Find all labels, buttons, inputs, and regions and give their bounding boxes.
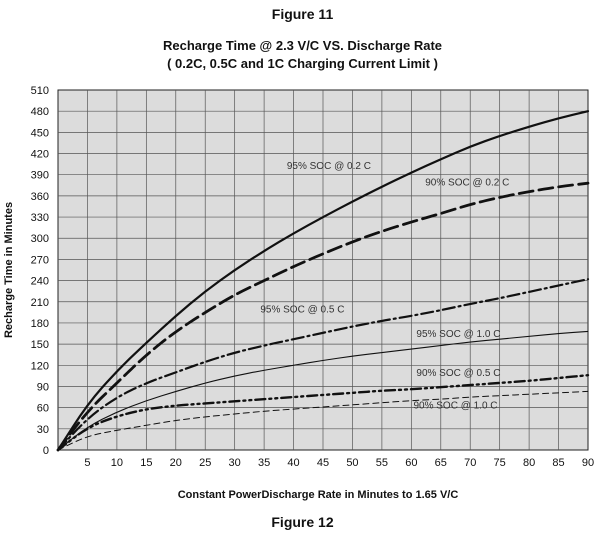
y-tick-label: 420 <box>31 149 49 161</box>
x-tick-label: 30 <box>229 457 241 469</box>
y-axis-label: Recharge Time in Minutes <box>3 202 15 338</box>
series-line <box>56 373 590 452</box>
series-annotation: 95% SOC @ 0.2 C <box>287 161 371 172</box>
y-tick-labels: 0 30 60 90 120 150 180 210 240 270 300 330 360 390 420… <box>31 85 49 457</box>
x-tick-label: 40 <box>287 457 299 469</box>
series-annotation: 95% SOC @ 1.0 C <box>416 329 500 340</box>
y-tick-label: 240 <box>31 276 49 288</box>
series-line <box>56 278 590 452</box>
y-tick-label: 360 <box>31 191 49 203</box>
x-tick-label: 55 <box>376 457 388 469</box>
series-annotation: 90% SOC @ 0.2 C <box>425 177 509 188</box>
series-lines <box>56 110 590 452</box>
series-annotation: 90% SOC @ 0.5 C <box>416 368 500 379</box>
x-axis-label: Constant PowerDischarge Rate in Minutes … <box>178 489 459 501</box>
y-tick-label: 150 <box>31 339 49 351</box>
figure-number-bottom: Figure 12 <box>271 514 334 530</box>
y-tick-label: 450 <box>31 127 49 139</box>
y-tick-label: 0 <box>43 445 49 457</box>
x-tick-label: 5 <box>84 457 90 469</box>
series-annotation: 95% SOC @ 0.5 C <box>260 304 344 315</box>
y-tick-label: 330 <box>31 212 49 224</box>
x-tick-label: 65 <box>435 457 447 469</box>
y-tick-label: 90 <box>37 381 49 393</box>
series-line <box>57 390 589 451</box>
series-annotations: 95% SOC @ 0.2 C 90% SOC @ 0.2 C 95% SOC @ … <box>260 161 509 411</box>
y-tick-label: 210 <box>31 297 49 309</box>
x-tick-label: 15 <box>140 457 152 469</box>
x-tick-labels: 5 10 15 20 25 30 35 40 45 50 55 60 65 70 75 80 85 90 <box>84 457 594 469</box>
y-tick-label: 30 <box>37 424 49 436</box>
x-tick-label: 20 <box>170 457 182 469</box>
x-tick-label: 45 <box>317 457 329 469</box>
y-tick-label: 510 <box>31 85 49 97</box>
figure-number-top: Figure 11 <box>271 6 334 22</box>
y-tick-label: 480 <box>31 106 49 118</box>
series-annotation: 90% SOC @ 1.0 C <box>413 400 497 411</box>
x-tick-label: 70 <box>464 457 476 469</box>
series-line <box>56 110 590 452</box>
x-tick-label: 75 <box>494 457 506 469</box>
x-tick-label: 35 <box>258 457 270 469</box>
x-tick-label: 50 <box>346 457 358 469</box>
y-tick-label: 390 <box>31 170 49 182</box>
x-tick-label: 60 <box>405 457 417 469</box>
x-tick-label: 90 <box>582 457 594 469</box>
series-line <box>57 330 589 451</box>
x-tick-label: 10 <box>111 457 123 469</box>
x-tick-label: 25 <box>199 457 211 469</box>
y-tick-label: 180 <box>31 318 49 330</box>
y-tick-label: 270 <box>31 254 49 266</box>
y-tick-label: 60 <box>37 403 49 415</box>
y-tick-label: 120 <box>31 360 49 372</box>
x-tick-label: 80 <box>523 457 535 469</box>
chart-subtitle: ( 0.2C, 0.5C and 1C Charging Current Lim… <box>167 56 438 71</box>
x-tick-label: 85 <box>552 457 564 469</box>
series-line <box>56 181 590 452</box>
y-tick-label: 300 <box>31 233 49 245</box>
chart-title: Recharge Time @ 2.3 V/C VS. Discharge Ra… <box>162 38 443 53</box>
